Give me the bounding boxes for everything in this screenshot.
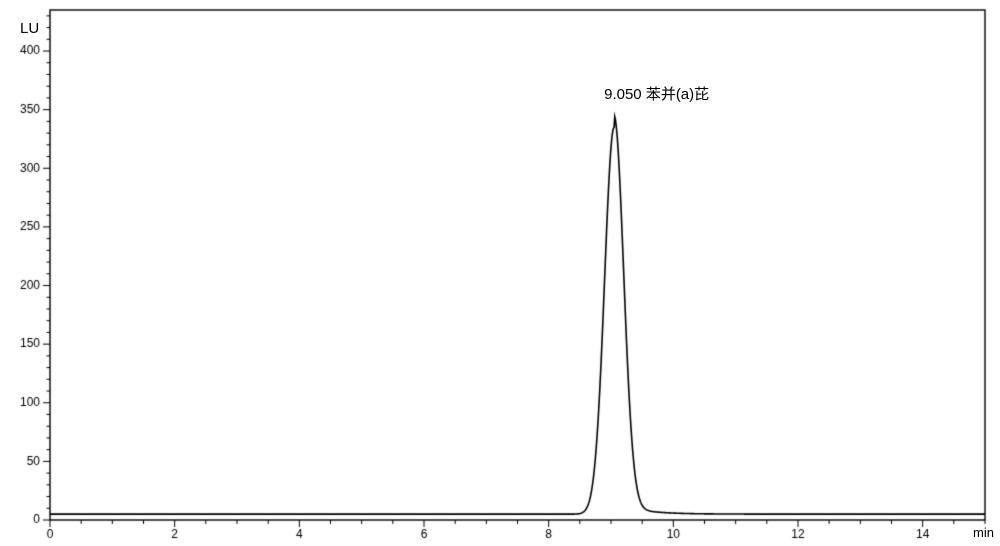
chromatogram-canvas bbox=[0, 0, 1000, 546]
x-axis-label: min bbox=[973, 525, 994, 540]
chart-container: LU min 9.050 苯并(a)芘 bbox=[0, 0, 1000, 546]
y-axis-label: LU bbox=[20, 20, 39, 37]
peak-label: 9.050 苯并(a)芘 bbox=[604, 83, 709, 104]
